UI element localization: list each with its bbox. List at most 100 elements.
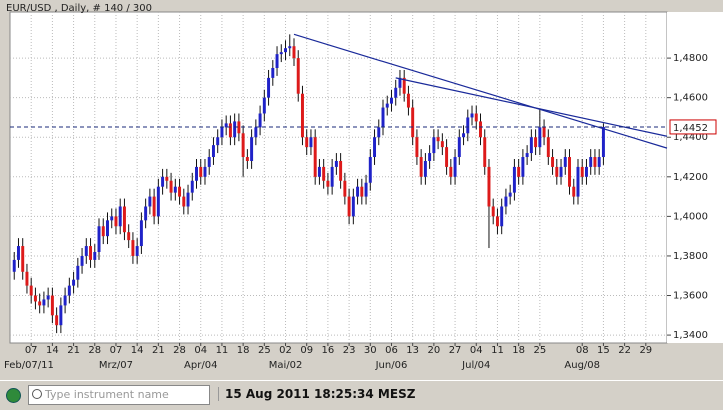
candle-body xyxy=(21,246,25,272)
candle-body xyxy=(173,186,177,193)
month-label: Mrz/07 xyxy=(99,360,133,371)
candle-body xyxy=(76,265,80,280)
candle-body xyxy=(110,216,114,221)
candle-body xyxy=(415,137,419,158)
candle-body xyxy=(80,255,84,266)
candle-body xyxy=(131,240,135,256)
candle-body xyxy=(211,145,215,158)
candle-body xyxy=(67,285,71,296)
candle-body xyxy=(25,271,29,286)
candle-body xyxy=(254,127,258,138)
y-tick-label: 1,4600 xyxy=(673,93,708,104)
x-tick-label: 09 xyxy=(300,345,313,356)
candle-body xyxy=(300,93,304,138)
candle-body xyxy=(271,67,275,78)
candle-body xyxy=(101,226,105,237)
candle-body xyxy=(279,52,283,55)
candle-body xyxy=(343,180,347,197)
x-tick-label: 21 xyxy=(67,345,80,356)
candle-body xyxy=(46,295,50,300)
candle-body xyxy=(59,305,63,326)
candle-body xyxy=(538,127,542,148)
candle-body xyxy=(127,232,131,241)
candle-body xyxy=(16,246,20,260)
candle-body xyxy=(432,137,436,154)
y-tick-label: 1,3400 xyxy=(673,330,708,341)
candle-body xyxy=(385,103,389,108)
candle-body xyxy=(199,166,203,177)
x-tick-label: 20 xyxy=(428,345,441,356)
search-placeholder: Type instrument name xyxy=(45,388,169,401)
month-label: Jul/04 xyxy=(461,360,490,371)
candle-body xyxy=(347,196,351,217)
candle-body xyxy=(42,299,46,306)
candle-body xyxy=(190,180,194,193)
candle-body xyxy=(186,192,190,207)
candle-body xyxy=(580,166,584,177)
candle-body xyxy=(148,196,152,207)
last-price-box xyxy=(669,119,717,135)
x-tick-label: 29 xyxy=(639,345,652,356)
candle-body xyxy=(233,121,237,138)
candle-body xyxy=(207,157,211,167)
candle-body xyxy=(72,279,76,286)
instrument-search[interactable]: Type instrument name xyxy=(28,385,210,405)
chart-title: EUR/USD , Daily, # 140 / 300 xyxy=(6,3,152,14)
candle-body xyxy=(491,206,495,217)
candle-body xyxy=(500,206,504,227)
candle-body xyxy=(330,166,334,187)
x-tick-label: 07 xyxy=(110,345,123,356)
candle-body xyxy=(63,295,67,306)
month-label: Apr/04 xyxy=(184,360,217,371)
candle-body xyxy=(245,157,249,161)
month-label: Feb/07/11 xyxy=(4,360,54,371)
x-tick-label: 08 xyxy=(576,345,589,356)
candle-body xyxy=(368,157,372,183)
candle-body xyxy=(449,166,453,177)
candle-body xyxy=(55,315,59,326)
candle-body xyxy=(169,180,173,193)
candle-body xyxy=(237,121,241,134)
candle-body xyxy=(440,141,444,148)
candle-body xyxy=(220,127,224,138)
x-tick-label: 22 xyxy=(618,345,631,356)
x-tick-label: 28 xyxy=(88,345,101,356)
candle-body xyxy=(106,220,109,237)
candle-body xyxy=(296,58,300,94)
candle-body xyxy=(593,157,597,167)
candle-body xyxy=(508,192,512,197)
candle-body xyxy=(487,166,491,207)
connection-icon[interactable] xyxy=(6,388,21,403)
x-tick-label: 11 xyxy=(216,345,229,356)
candle-body xyxy=(275,54,279,68)
candle-body xyxy=(122,206,126,233)
candle-body xyxy=(436,137,440,142)
candle-body xyxy=(135,246,139,256)
candle-body xyxy=(504,196,508,207)
candle-body xyxy=(423,160,427,177)
candle-body xyxy=(474,113,478,122)
x-tick-label: 21 xyxy=(152,345,165,356)
candle-body xyxy=(394,87,398,98)
candle-body xyxy=(445,147,449,167)
candle-body xyxy=(479,121,482,138)
candle-body xyxy=(377,127,381,138)
candle-body xyxy=(144,206,148,221)
candle-body xyxy=(419,157,423,177)
candle-body xyxy=(93,251,97,260)
candle-body xyxy=(29,285,33,296)
candle-body xyxy=(216,137,220,146)
month-label: Mai/02 xyxy=(269,360,303,371)
candle-body xyxy=(38,301,42,306)
datetime: 15 Aug 2011 18:25:34 MESZ xyxy=(218,387,415,401)
candle-body xyxy=(568,157,571,187)
candle-body xyxy=(228,123,232,138)
candle-body xyxy=(390,97,393,104)
candle-body xyxy=(351,196,355,217)
y-tick-label: 1,4400 xyxy=(673,132,708,143)
candle-body xyxy=(97,226,101,252)
x-tick-label: 06 xyxy=(385,345,398,356)
y-tick-label: 1,4200 xyxy=(673,172,708,183)
candle-body xyxy=(182,196,186,207)
